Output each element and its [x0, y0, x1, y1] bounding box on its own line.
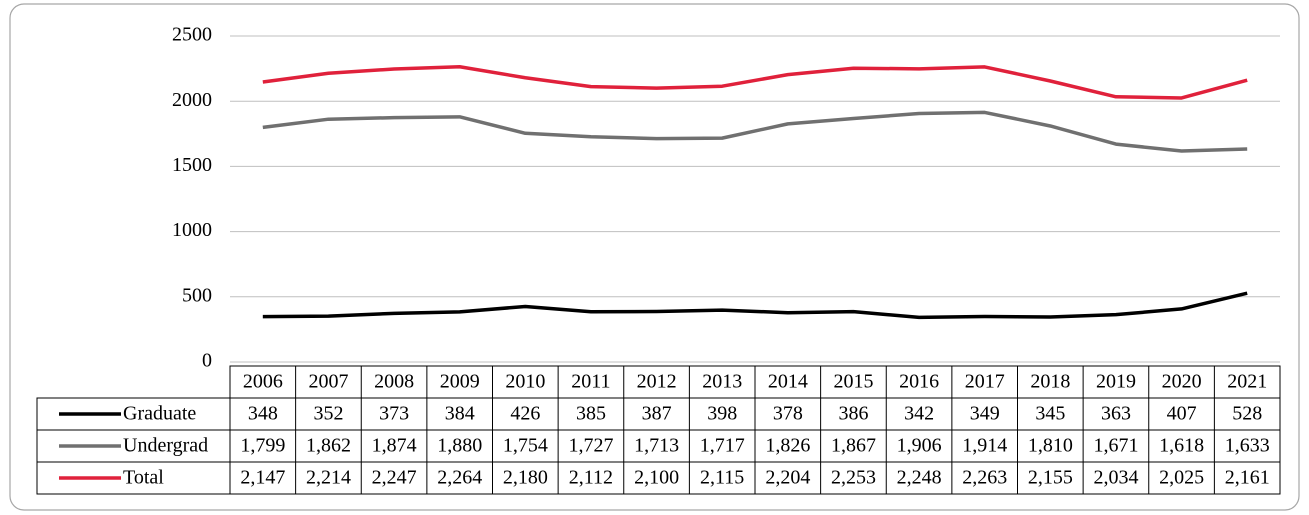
table-value: 2,263: [962, 467, 1007, 489]
table-value: 2,204: [765, 467, 810, 489]
table-value: 2,247: [372, 467, 417, 489]
table-value: 398: [707, 403, 737, 425]
legend-label: Graduate: [123, 403, 196, 425]
table-value: 1,713: [634, 435, 679, 457]
x-tick-label: 2015: [833, 371, 873, 393]
table-value: 1,826: [765, 435, 810, 457]
x-tick-label: 2008: [374, 371, 414, 393]
table-value: 1,799: [240, 435, 285, 457]
table-value: 528: [1232, 403, 1262, 425]
y-tick-label: 2000: [172, 89, 212, 111]
table-value: 2,180: [503, 467, 548, 489]
x-tick-label: 2013: [702, 371, 742, 393]
table-value: 342: [904, 403, 934, 425]
table-value: 407: [1167, 403, 1197, 425]
table-value: 2,112: [569, 467, 613, 489]
table-value: 2,214: [306, 467, 351, 489]
table-value: 1,618: [1159, 435, 1204, 457]
table-value: 1,717: [700, 435, 745, 457]
table-value: 373: [379, 403, 409, 425]
table-value: 2,161: [1225, 467, 1270, 489]
table-value: 1,914: [962, 435, 1007, 457]
table-value: 2,248: [897, 467, 942, 489]
table-value: 2,034: [1093, 467, 1138, 489]
y-tick-label: 0: [202, 350, 212, 372]
table-value: 426: [510, 403, 540, 425]
table-value: 387: [642, 403, 672, 425]
table-value: 1,874: [372, 435, 417, 457]
x-tick-label: 2011: [571, 371, 610, 393]
x-tick-label: 2019: [1096, 371, 1136, 393]
table-row: [36, 461, 1281, 495]
x-tick-label: 2020: [1162, 371, 1202, 393]
table-value: 1,810: [1028, 435, 1073, 457]
table-value: 2,115: [700, 467, 744, 489]
y-tick-label: 1000: [172, 219, 212, 241]
table-value: 1,867: [831, 435, 876, 457]
table-value: 378: [773, 403, 803, 425]
table-value: 386: [838, 403, 868, 425]
table-value: 2,264: [437, 467, 482, 489]
x-tick-label: 2018: [1030, 371, 1070, 393]
table-value: 363: [1101, 403, 1131, 425]
x-tick-label: 2010: [505, 371, 545, 393]
y-tick-label: 1500: [172, 154, 212, 176]
series-line: [262, 291, 1248, 320]
y-tick-label: 500: [182, 284, 212, 306]
x-tick-label: 2012: [637, 371, 677, 393]
table-value: 352: [313, 403, 343, 425]
table-value: 345: [1035, 403, 1065, 425]
table-value: 2,253: [831, 467, 876, 489]
table-value: 1,671: [1093, 435, 1138, 457]
x-tick-label: 2009: [440, 371, 480, 393]
table-value: 385: [576, 403, 606, 425]
table-value: 1,633: [1225, 435, 1270, 457]
table-value: 384: [445, 403, 475, 425]
table-value: 349: [970, 403, 1000, 425]
y-tick-label: 2500: [172, 24, 212, 46]
x-tick-label: 2017: [965, 371, 1005, 393]
legend-label: Total: [123, 467, 164, 489]
table-value: 1,880: [437, 435, 482, 457]
legend-label: Undergrad: [123, 435, 208, 457]
table-value: 2,025: [1159, 467, 1204, 489]
table-value: 1,906: [897, 435, 942, 457]
table-value: 1,862: [306, 435, 351, 457]
x-tick-label: 2007: [308, 371, 348, 393]
chart-frame: [9, 3, 1300, 511]
x-tick-label: 2006: [243, 371, 283, 393]
table-value: 348: [248, 403, 278, 425]
x-tick-label: 2014: [768, 371, 808, 393]
series-line: [262, 65, 1248, 100]
table-value: 1,754: [503, 435, 548, 457]
table-value: 2,147: [240, 467, 285, 489]
table-value: 2,100: [634, 467, 679, 489]
table-value: 1,727: [568, 435, 613, 457]
x-tick-label: 2021: [1227, 371, 1267, 393]
series-line: [262, 110, 1248, 153]
x-tick-label: 2016: [899, 371, 939, 393]
table-value: 2,155: [1028, 467, 1073, 489]
